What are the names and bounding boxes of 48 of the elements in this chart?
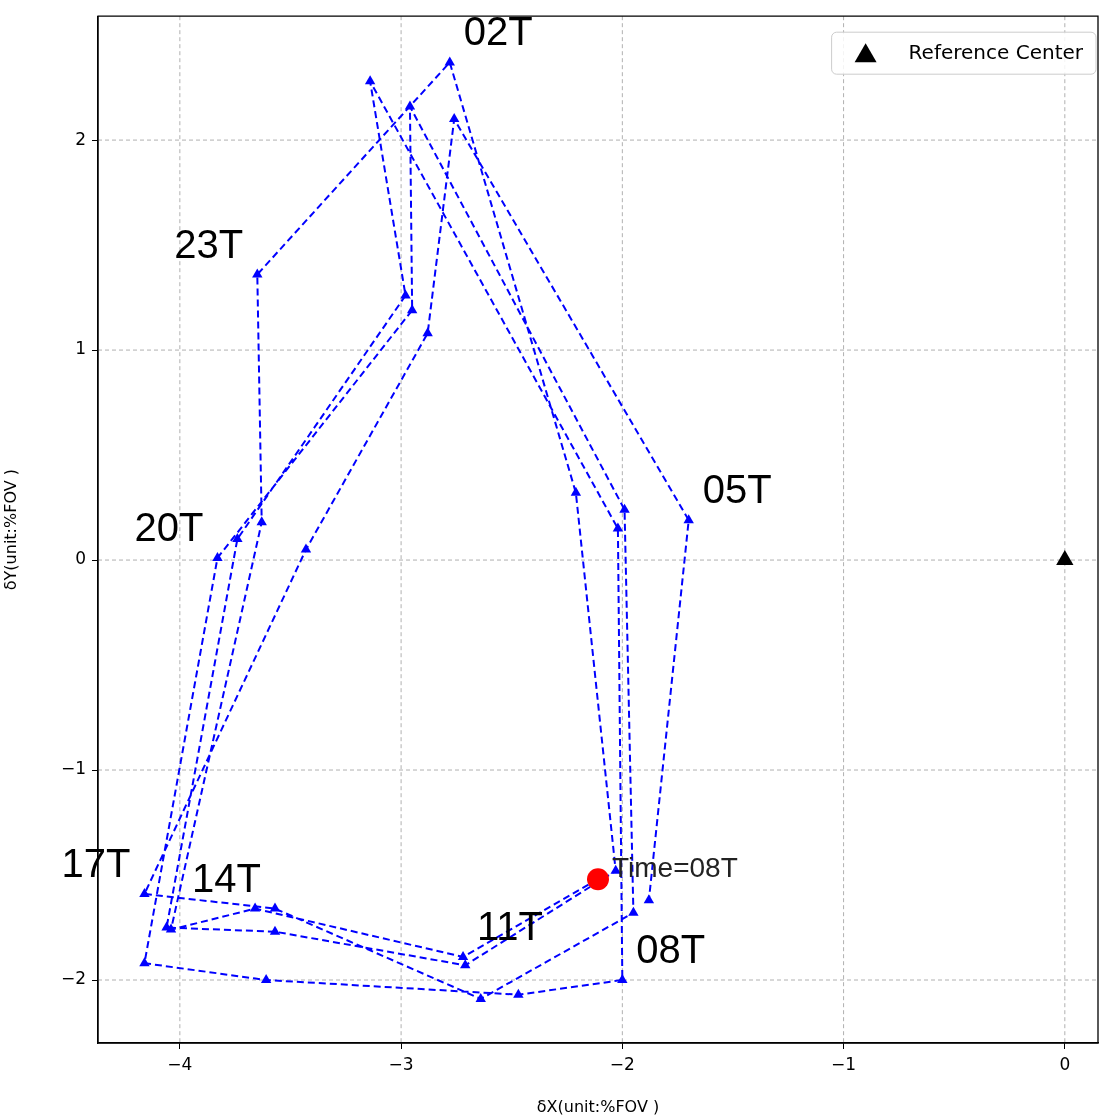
x-tick-label: −1 bbox=[831, 1053, 857, 1074]
x-axis-title: δX(unit:%FOV ) bbox=[536, 1096, 660, 1116]
x-tick-label: 0 bbox=[1059, 1053, 1071, 1074]
point bbox=[269, 925, 281, 935]
point bbox=[1056, 550, 1074, 566]
point bbox=[212, 551, 223, 561]
point bbox=[400, 289, 411, 299]
point bbox=[422, 327, 433, 337]
point bbox=[570, 486, 582, 496]
point bbox=[587, 868, 609, 891]
point bbox=[683, 514, 694, 524]
annotation: 05T bbox=[702, 467, 772, 512]
point bbox=[628, 906, 639, 916]
point bbox=[269, 902, 281, 912]
annotation: 23T bbox=[174, 221, 244, 266]
x-tick-label: −3 bbox=[388, 1053, 414, 1074]
annotation: 20T bbox=[134, 504, 204, 549]
y-tick-label: −1 bbox=[60, 758, 86, 779]
point bbox=[449, 113, 460, 123]
y-tick-label: 2 bbox=[75, 128, 86, 149]
point bbox=[617, 974, 628, 984]
point bbox=[260, 974, 272, 984]
point bbox=[364, 75, 376, 85]
x-tick-label: −2 bbox=[609, 1053, 635, 1074]
x-tick-label: −4 bbox=[167, 1053, 193, 1074]
point bbox=[460, 959, 471, 969]
legend-label: Reference Center bbox=[908, 40, 1084, 65]
point bbox=[457, 950, 469, 960]
y-axis-title: δY(unit:%FOV ) bbox=[0, 469, 20, 591]
point bbox=[139, 957, 150, 967]
annotation: 08T bbox=[636, 927, 706, 972]
point bbox=[139, 887, 150, 897]
point bbox=[406, 304, 418, 314]
point bbox=[619, 503, 630, 513]
point bbox=[249, 902, 261, 912]
y-tick-label: 1 bbox=[75, 338, 86, 359]
point bbox=[232, 533, 243, 543]
point bbox=[513, 988, 524, 998]
point bbox=[300, 543, 312, 553]
annotation: 14T bbox=[192, 855, 261, 900]
y-tick-label: −2 bbox=[60, 968, 86, 989]
y-tick-label: 0 bbox=[75, 548, 86, 569]
annotation: 02T bbox=[463, 9, 533, 54]
point bbox=[475, 992, 486, 1002]
point bbox=[612, 522, 624, 532]
point bbox=[643, 894, 655, 904]
point bbox=[256, 516, 267, 526]
point bbox=[404, 100, 416, 110]
